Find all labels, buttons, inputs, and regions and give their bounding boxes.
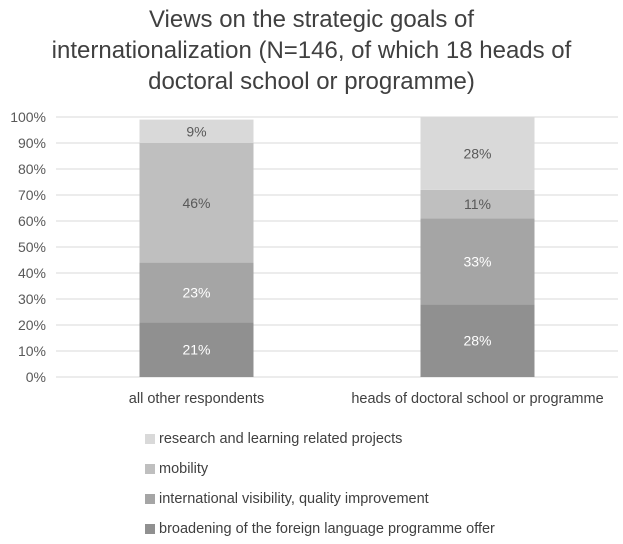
y-tick-label: 0% xyxy=(26,369,46,385)
data-label: 46% xyxy=(182,195,210,211)
y-tick-label: 20% xyxy=(18,317,46,333)
chart-title-line-2: internationalization (N=146, of which 18… xyxy=(51,37,572,64)
legend-item: international visibility, quality improv… xyxy=(145,484,495,514)
stacked-bar-chart: 0% 10% 20% 30% 40% 50% 60% 70% 80% 90% 100% 21% 23% 4… xyxy=(10,109,618,407)
y-tick-label: 40% xyxy=(18,265,46,281)
legend-label: research and learning related projects xyxy=(159,431,403,447)
legend-swatch xyxy=(145,524,155,534)
y-tick-label: 100% xyxy=(10,109,46,125)
data-label: 11% xyxy=(464,196,491,212)
legend-swatch xyxy=(145,494,155,504)
legend-item: research and learning related projects xyxy=(145,424,495,454)
legend-label: broadening of the foreign language progr… xyxy=(159,521,495,537)
bar-segment xyxy=(139,143,254,263)
x-category-label: all other respondents xyxy=(129,391,264,407)
x-category-label: heads of doctoral school or programme xyxy=(351,391,603,407)
data-label: 33% xyxy=(463,253,491,269)
chart-title-line-3: doctoral school or programme) xyxy=(148,68,475,95)
legend-swatch xyxy=(145,434,155,444)
legend-swatch xyxy=(145,464,155,474)
y-tick-label: 10% xyxy=(18,343,46,359)
data-label: 28% xyxy=(463,333,491,349)
legend-label: international visibility, quality improv… xyxy=(159,491,429,507)
y-tick-label: 30% xyxy=(18,291,46,307)
y-tick-label: 90% xyxy=(18,135,46,151)
data-label: 23% xyxy=(182,285,210,301)
bar-segment xyxy=(420,304,535,377)
bar-segment xyxy=(420,218,535,305)
bar-segment xyxy=(139,119,254,143)
bar-segment xyxy=(139,262,254,323)
legend-item: mobility xyxy=(145,454,495,484)
legend-item: broadening of the foreign language progr… xyxy=(145,514,495,544)
y-tick-label: 60% xyxy=(18,213,46,229)
chart-title-line-1: Views on the strategic goals of xyxy=(148,6,475,33)
bar-segment xyxy=(420,117,535,190)
legend-label: mobility xyxy=(159,461,209,477)
data-label: 21% xyxy=(182,342,210,358)
data-label: 9% xyxy=(186,123,206,139)
y-tick-label: 70% xyxy=(18,187,46,203)
data-label: 28% xyxy=(463,145,491,161)
y-tick-label: 80% xyxy=(18,161,46,177)
bar-segment xyxy=(139,322,254,377)
chart-title: Views on the strategic goals of internat… xyxy=(0,4,623,97)
chart-legend: research and learning related projects mo… xyxy=(145,424,495,544)
bar-segment xyxy=(420,189,535,219)
y-tick-label: 50% xyxy=(18,239,46,255)
